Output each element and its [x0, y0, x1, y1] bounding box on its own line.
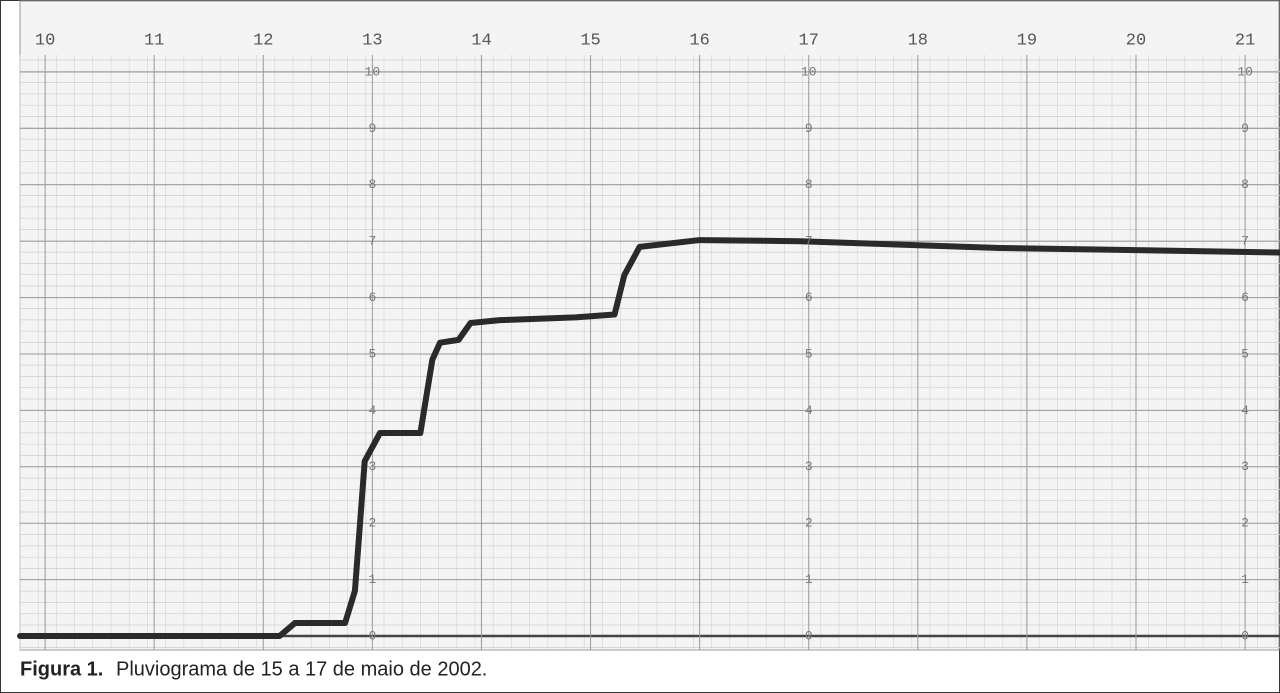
plot-area — [20, 1, 1279, 650]
x-tick-label: 11 — [144, 31, 164, 50]
y-tick-label: 2 — [805, 516, 813, 531]
x-tick-label: 19 — [1017, 31, 1037, 50]
y-tick-label: 7 — [1241, 234, 1249, 249]
y-tick-label: 6 — [805, 290, 813, 305]
y-tick-label: 3 — [1241, 459, 1249, 474]
y-tick-label: 10 — [801, 64, 817, 79]
caption: Pluviograma de 15 a 17 de maio de 2002. — [116, 658, 487, 680]
x-tick-label: 13 — [362, 31, 382, 50]
y-tick-label: 4 — [368, 403, 376, 418]
x-tick-label: 21 — [1235, 31, 1255, 50]
y-tick-label: 2 — [1241, 516, 1249, 531]
y-tick-label: 10 — [1237, 64, 1253, 79]
caption-label: Figura 1. — [20, 658, 103, 680]
y-tick-label: 3 — [805, 459, 813, 474]
y-tick-label: 9 — [368, 121, 376, 136]
y-tick-label: 8 — [805, 177, 813, 192]
x-tick-label: 20 — [1126, 31, 1146, 50]
y-tick-label: 3 — [368, 459, 376, 474]
y-tick-label: 8 — [368, 177, 376, 192]
y-tick-label: 10 — [365, 64, 381, 79]
x-tick-label: 16 — [689, 31, 709, 50]
y-tick-label: 0 — [805, 628, 813, 643]
y-tick-label: 8 — [1241, 177, 1249, 192]
y-tick-label: 0 — [1241, 628, 1249, 643]
x-tick-label: 15 — [580, 31, 600, 50]
x-tick-label: 18 — [908, 31, 928, 50]
y-tick-label: 9 — [1241, 121, 1249, 136]
chart: Figura 1. Pluviograma de 15 a 17 de maio… — [0, 0, 1280, 693]
y-tick-label: 1 — [368, 572, 376, 587]
y-tick-label: 4 — [1241, 403, 1249, 418]
y-tick-label: 1 — [805, 572, 813, 587]
x-tick-label: 12 — [253, 31, 273, 50]
y-tick-label: 9 — [805, 121, 813, 136]
y-tick-label: 4 — [805, 403, 813, 418]
y-tick-label: 2 — [368, 516, 376, 531]
y-tick-label: 6 — [368, 290, 376, 305]
y-tick-label: 5 — [368, 346, 376, 361]
x-tick-label: 17 — [799, 31, 819, 50]
x-tick-label: 14 — [471, 31, 491, 50]
y-tick-label: 1 — [1241, 572, 1249, 587]
y-tick-label: 6 — [1241, 290, 1249, 305]
y-tick-label: 0 — [368, 628, 376, 643]
y-tick-label: 7 — [805, 234, 813, 249]
y-tick-label: 7 — [368, 234, 376, 249]
y-tick-label: 5 — [1241, 346, 1249, 361]
y-tick-label: 5 — [805, 346, 813, 361]
x-tick-label: 10 — [35, 31, 55, 50]
